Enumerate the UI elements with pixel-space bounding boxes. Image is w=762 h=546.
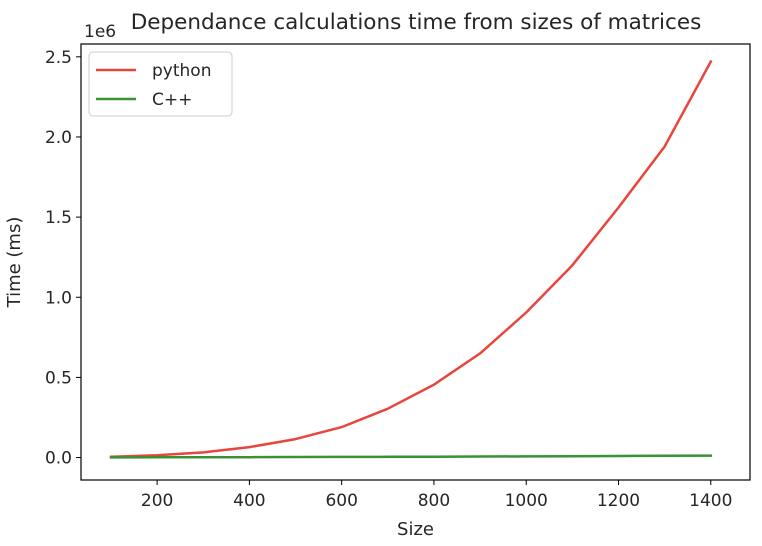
legend-label-python: python <box>152 61 211 81</box>
y-offset-label: 1e6 <box>84 22 116 42</box>
y-tick-label: 0.0 <box>45 449 72 469</box>
x-tick-label: 200 <box>141 491 173 511</box>
series-line-python <box>109 59 713 459</box>
x-tick-label: 400 <box>233 491 265 511</box>
x-tick-label: 800 <box>418 491 450 511</box>
y-tick-label: 1.0 <box>45 288 72 308</box>
y-tick-label: 1.5 <box>45 208 72 228</box>
y-tick-label: 0.5 <box>45 368 72 388</box>
legend: python C++ <box>88 51 233 117</box>
x-axis-ticks: 200 400 600 800 1000 1200 1400 <box>141 480 732 511</box>
y-axis-ticks: 0.0 0.5 1.0 1.5 2.0 2.5 <box>45 48 81 469</box>
y-tick-label: 2.0 <box>45 128 72 148</box>
chart-title: Dependance calculations time from sizes … <box>131 10 702 35</box>
y-axis-label: Time (ms) <box>4 217 25 309</box>
plot-frame <box>80 43 751 481</box>
x-tick-label: 1000 <box>505 491 548 511</box>
x-tick-label: 1200 <box>597 491 640 511</box>
x-tick-label: 1400 <box>689 491 732 511</box>
x-tick-label: 600 <box>325 491 357 511</box>
plot-marks <box>109 59 713 459</box>
series-line-cpp <box>109 454 713 459</box>
y-tick-label: 2.5 <box>45 48 72 68</box>
x-axis-label: Size <box>397 519 434 540</box>
legend-label-cpp: C++ <box>152 90 192 110</box>
